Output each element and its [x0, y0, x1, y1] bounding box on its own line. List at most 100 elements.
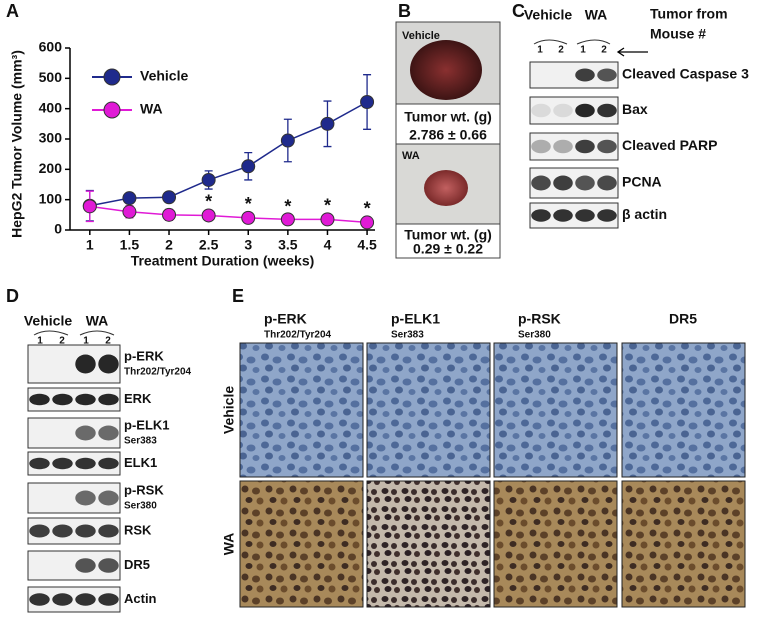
y-tick-label: 0 [54, 221, 62, 237]
ihc-image [366, 480, 491, 608]
label: p-RSK [518, 311, 561, 327]
band [553, 139, 573, 154]
label: Vehicle [402, 30, 440, 42]
band [98, 593, 119, 606]
band [531, 175, 551, 191]
label: Thr202/Tyr204 [124, 367, 192, 378]
band [575, 139, 595, 154]
tumor [424, 170, 468, 206]
data-point [201, 172, 216, 187]
band [98, 425, 119, 441]
label: Mouse # [650, 26, 706, 42]
band [98, 393, 119, 406]
band [98, 354, 119, 374]
panel-label: A [6, 1, 19, 21]
band [575, 103, 595, 118]
label: 2 [59, 336, 65, 347]
label: Ser383 [124, 436, 157, 447]
band [531, 209, 551, 222]
band [575, 175, 595, 191]
label: ELK1 [124, 455, 157, 470]
band [531, 103, 551, 118]
y-tick-label: 200 [39, 160, 63, 176]
data-point [360, 215, 375, 230]
band [75, 524, 96, 538]
band [52, 593, 73, 606]
band [575, 209, 595, 222]
band [29, 393, 50, 406]
ihc-images [239, 342, 746, 608]
band [75, 393, 96, 406]
label: p-ERK [124, 348, 164, 363]
band [553, 175, 573, 191]
label: β actin [622, 206, 667, 222]
significance: * [205, 192, 212, 212]
bracket [533, 39, 611, 45]
legend-marker [103, 68, 121, 86]
band [553, 103, 573, 118]
band [98, 490, 119, 506]
band [75, 457, 96, 470]
panel-label: D [6, 286, 19, 306]
data-point [320, 212, 335, 227]
y-axis-label: HepG2 Tumor Volume (mm³) [9, 50, 25, 238]
data-point [280, 212, 295, 227]
label: p-ELK1 [391, 311, 440, 327]
band [29, 593, 50, 606]
ihc-image [493, 480, 618, 608]
data-point [241, 159, 256, 174]
band [98, 524, 119, 538]
label: RSK [124, 522, 152, 537]
band [52, 524, 73, 538]
label: Actin [124, 591, 157, 606]
x-axis-label: Treatment Duration (weeks) [131, 253, 315, 269]
data-point [162, 190, 177, 205]
band [75, 593, 96, 606]
ihc-image [366, 342, 491, 478]
label: 2 [558, 45, 564, 56]
ihc-image [621, 480, 746, 608]
label: 2 [601, 45, 607, 56]
panel-label: E [232, 286, 244, 306]
arrow [616, 47, 648, 57]
label: Tumor from [650, 6, 728, 22]
label: WA [585, 7, 608, 23]
label: p-ERK [264, 311, 307, 327]
y-tick-label: 400 [39, 99, 63, 115]
caption-box [395, 103, 501, 147]
label: Thr202/Tyr204 [264, 330, 332, 341]
x-tick-label: 1.5 [120, 237, 140, 253]
significance: * [284, 196, 291, 216]
band [597, 68, 617, 82]
label: Cleaved PARP [622, 137, 717, 153]
ihc-image [239, 480, 364, 608]
label: p-RSK [124, 482, 164, 497]
tumor [410, 40, 482, 100]
band [75, 354, 96, 374]
label: Cleaved Caspase 3 [622, 66, 749, 82]
label: Vehicle [24, 313, 72, 329]
label: Tumor wt. (g) [404, 109, 492, 125]
caption-box [395, 223, 501, 259]
x-tick-label: 4 [324, 237, 332, 253]
label: 1 [580, 45, 586, 56]
data-point [82, 199, 97, 214]
data-point [280, 133, 295, 148]
band [575, 68, 595, 82]
x-tick-label: 2 [165, 237, 173, 253]
label: WA [402, 150, 420, 162]
y-tick-label: 600 [39, 39, 63, 55]
label: Bax [622, 101, 648, 117]
y-tick-label: 500 [39, 69, 63, 85]
significance: * [324, 196, 331, 216]
label: p-ELK1 [124, 417, 170, 432]
band [75, 425, 96, 441]
band [98, 457, 119, 470]
band [29, 524, 50, 538]
data-point [122, 191, 137, 206]
label: Vehicle [524, 7, 572, 23]
x-tick-label: 2.5 [199, 237, 219, 253]
label: PCNA [622, 174, 662, 190]
label: Ser380 [518, 330, 551, 341]
